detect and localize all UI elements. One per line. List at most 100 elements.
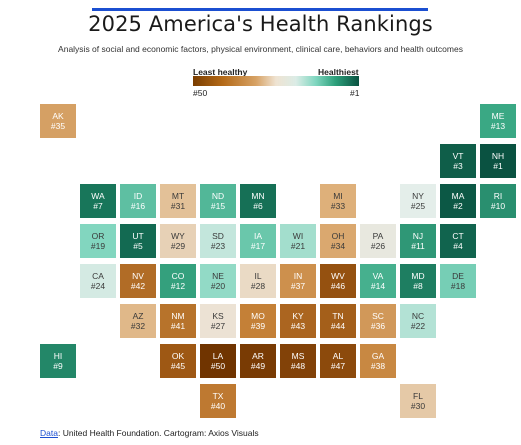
state-rank: #19 xyxy=(90,241,106,251)
state-rank: #29 xyxy=(170,241,186,251)
state-rank: #33 xyxy=(330,201,346,211)
state-abbr: GA xyxy=(371,351,385,361)
state-abbr: CA xyxy=(92,271,104,281)
state-abbr: SC xyxy=(372,311,384,321)
state-abbr: MO xyxy=(251,311,265,321)
state-rank: #31 xyxy=(170,201,186,211)
state-abbr: CT xyxy=(452,231,464,241)
state-rank: #9 xyxy=(53,361,63,371)
state-abbr: ME xyxy=(491,111,505,121)
state-rank: #12 xyxy=(170,281,186,291)
state-abbr: NM xyxy=(171,311,185,321)
state-rank: #8 xyxy=(413,281,423,291)
state-rank: #13 xyxy=(490,121,506,131)
source-text: : United Health Foundation. Cartogram: A… xyxy=(57,428,259,438)
data-link[interactable]: Data xyxy=(40,428,58,438)
state-abbr: NV xyxy=(132,271,144,281)
state-abbr: DE xyxy=(452,271,464,281)
state-tile-co: CO #12 xyxy=(160,264,196,298)
page-title: 2025 America's Health Rankings xyxy=(88,12,433,36)
state-tile-tx: TX #40 xyxy=(200,384,236,418)
state-rank: #17 xyxy=(250,241,266,251)
state-tile-de: DE #18 xyxy=(440,264,476,298)
state-abbr: WI xyxy=(292,231,304,241)
state-rank: #5 xyxy=(133,241,143,251)
state-rank: #50 xyxy=(210,361,226,371)
legend-right-label: Healthiest xyxy=(318,67,359,77)
state-rank: #15 xyxy=(210,201,226,211)
state-abbr: PA xyxy=(372,231,384,241)
state-abbr: CO xyxy=(171,271,185,281)
state-abbr: ND xyxy=(211,191,225,201)
state-abbr: IN xyxy=(293,271,303,281)
state-tile-pa: PA #26 xyxy=(360,224,396,258)
state-tile-ne: NE #20 xyxy=(200,264,236,298)
state-abbr: NC xyxy=(411,311,425,321)
state-tile-ny: NY #25 xyxy=(400,184,436,218)
state-tile-sc: SC #36 xyxy=(360,304,396,338)
state-rank: #4 xyxy=(453,241,463,251)
state-rank: #21 xyxy=(290,241,306,251)
state-tile-wv: WV #46 xyxy=(320,264,356,298)
state-abbr: OH xyxy=(331,231,345,241)
state-rank: #37 xyxy=(290,281,306,291)
state-tile-nv: NV #42 xyxy=(120,264,156,298)
state-rank: #7 xyxy=(93,201,103,211)
state-tile-ri: RI #10 xyxy=(480,184,516,218)
state-rank: #47 xyxy=(330,361,346,371)
state-tile-az: AZ #32 xyxy=(120,304,156,338)
state-tile-sd: SD #23 xyxy=(200,224,236,258)
legend-left-rank: #50 xyxy=(193,88,208,98)
state-abbr: FL xyxy=(413,391,423,401)
state-rank: #6 xyxy=(253,201,263,211)
state-rank: #34 xyxy=(330,241,346,251)
state-tile-ok: OK #45 xyxy=(160,344,196,378)
state-tile-ut: UT #5 xyxy=(120,224,156,258)
state-rank: #46 xyxy=(330,281,346,291)
state-abbr: TX xyxy=(212,391,224,401)
state-abbr: NH xyxy=(491,151,505,161)
state-tile-id: ID #16 xyxy=(120,184,156,218)
state-rank: #26 xyxy=(370,241,386,251)
state-rank: #10 xyxy=(490,201,506,211)
state-abbr: VT xyxy=(452,151,464,161)
state-abbr: MD xyxy=(411,271,425,281)
state-abbr: HI xyxy=(53,351,63,361)
source-footer: Data: United Health Foundation. Cartogra… xyxy=(40,428,259,438)
state-abbr: OK xyxy=(171,351,185,361)
state-rank: #27 xyxy=(210,321,226,331)
state-rank: #20 xyxy=(210,281,226,291)
state-tile-nm: NM #41 xyxy=(160,304,196,338)
state-tile-me: ME #13 xyxy=(480,104,516,138)
state-rank: #16 xyxy=(130,201,146,211)
top-accent-bar xyxy=(92,8,428,11)
state-tile-wi: WI #21 xyxy=(280,224,316,258)
state-rank: #30 xyxy=(410,401,426,411)
state-tile-tn: TN #44 xyxy=(320,304,356,338)
state-rank: #2 xyxy=(453,201,463,211)
state-tile-il: IL #28 xyxy=(240,264,276,298)
state-abbr: SD xyxy=(212,231,224,241)
state-rank: #23 xyxy=(210,241,226,251)
state-rank: #14 xyxy=(370,281,386,291)
state-abbr: NE xyxy=(212,271,224,281)
state-abbr: NJ xyxy=(412,231,424,241)
state-rank: #3 xyxy=(453,161,463,171)
state-tile-ct: CT #4 xyxy=(440,224,476,258)
state-abbr: RI xyxy=(493,191,503,201)
state-rank: #45 xyxy=(170,361,186,371)
state-tile-mi: MI #33 xyxy=(320,184,356,218)
state-tile-mt: MT #31 xyxy=(160,184,196,218)
state-tile-hi: HI #9 xyxy=(40,344,76,378)
state-abbr: KY xyxy=(292,311,304,321)
state-tile-nc: NC #22 xyxy=(400,304,436,338)
state-tile-or: OR #19 xyxy=(80,224,116,258)
state-abbr: MN xyxy=(251,191,265,201)
state-rank: #39 xyxy=(250,321,266,331)
state-abbr: KS xyxy=(212,311,224,321)
state-rank: #1 xyxy=(493,161,503,171)
state-abbr: WY xyxy=(171,231,185,241)
state-tile-ks: KS #27 xyxy=(200,304,236,338)
state-rank: #38 xyxy=(370,361,386,371)
legend-left-label: Least healthy xyxy=(193,67,248,77)
